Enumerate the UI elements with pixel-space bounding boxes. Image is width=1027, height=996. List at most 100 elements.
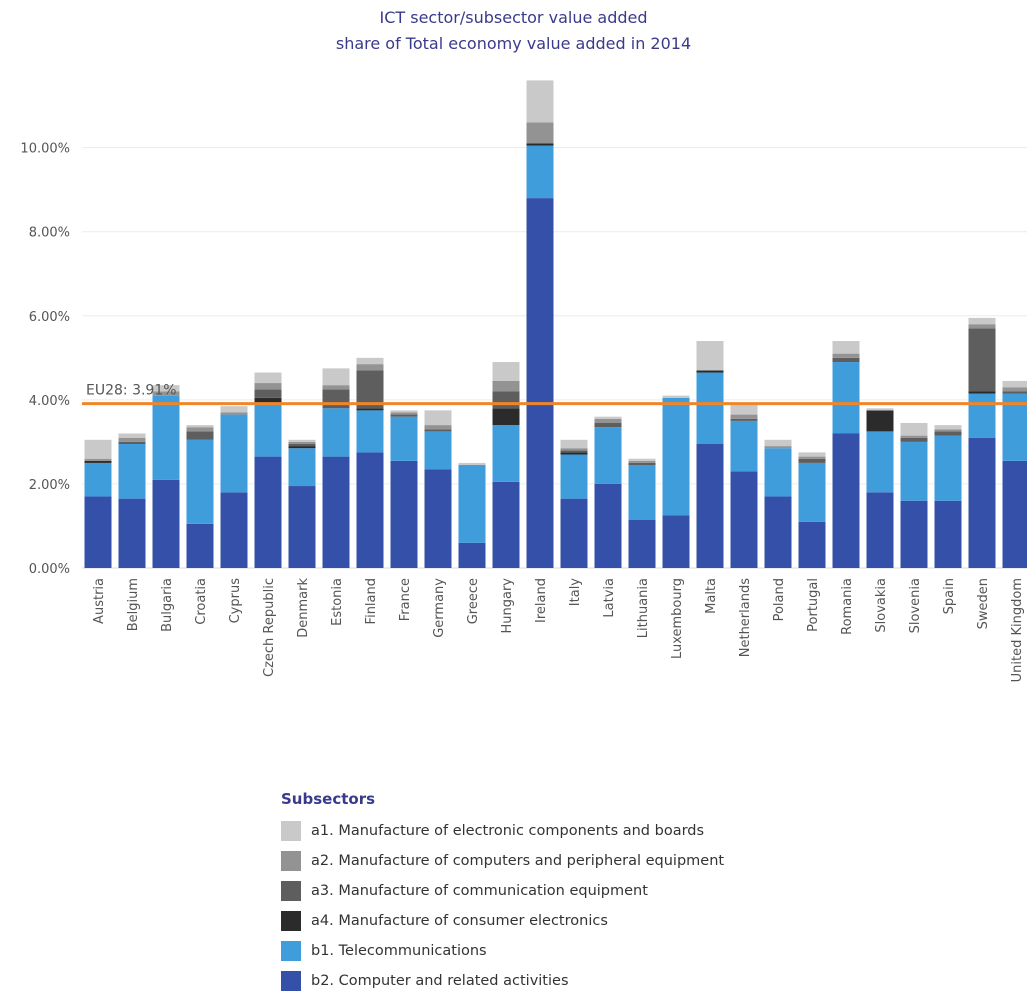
bar-segment	[527, 80, 554, 122]
bar-segment	[357, 408, 384, 410]
bar-segment	[221, 415, 248, 493]
bar-segment	[629, 463, 656, 465]
x-tick-label: Hungary	[500, 578, 515, 634]
x-tick-label: Czech Republic	[262, 578, 277, 677]
bar-segment	[323, 368, 350, 385]
bar-segment	[765, 446, 792, 448]
bar-segment	[187, 440, 214, 524]
bar-segment	[731, 415, 758, 419]
x-tick-label: Luxembourg	[670, 578, 685, 659]
x-tick-label: Spain	[942, 578, 957, 614]
bar-segment	[425, 431, 452, 469]
bar-segment	[119, 442, 146, 444]
bar-segment	[901, 442, 928, 501]
legend-swatch	[281, 881, 301, 901]
bar-segment	[85, 459, 112, 461]
bar-segment	[425, 425, 452, 429]
bar-segment	[935, 425, 962, 429]
bar-segment	[629, 465, 656, 520]
bar-segment	[867, 408, 894, 410]
bar-segment	[1003, 391, 1027, 393]
x-tick-label: Slovakia	[874, 578, 889, 633]
x-tick-label: Latvia	[602, 578, 617, 618]
bar-segment	[901, 436, 928, 438]
legend-label: a3. Manufacture of communication equipme…	[311, 883, 648, 899]
bar-segment	[153, 396, 180, 480]
bar-segment	[935, 429, 962, 431]
bar-segment	[663, 398, 690, 516]
bar-segment	[85, 461, 112, 463]
bar-segment	[697, 373, 724, 444]
legend-item: b1. Telecommunications	[281, 936, 724, 966]
legend-swatch	[281, 941, 301, 961]
bar-segment	[323, 408, 350, 456]
x-tick-label: Denmark	[296, 578, 311, 638]
x-tick-label: Belgium	[126, 578, 141, 631]
y-tick-label: 0.00%	[29, 562, 70, 577]
bar-segment	[357, 364, 384, 370]
legend-label: b1. Telecommunications	[311, 943, 487, 959]
bar-segment	[1003, 381, 1027, 387]
bar-segment	[391, 412, 418, 414]
bar-segment	[561, 450, 588, 452]
y-tick-label: 8.00%	[29, 226, 70, 241]
legend-label: a1. Manufacture of electronic components…	[311, 823, 704, 839]
bar-segment	[119, 444, 146, 499]
bar-segment	[595, 484, 622, 568]
x-tick-label: Germany	[432, 578, 447, 638]
x-tick-label: Finland	[364, 578, 379, 624]
bar-segment	[833, 341, 860, 354]
bar-segment	[561, 448, 588, 450]
bar-segment	[187, 524, 214, 568]
bar-segment	[697, 370, 724, 372]
bar-segment	[799, 463, 826, 522]
bar-segment	[187, 425, 214, 427]
bar-segment	[391, 410, 418, 412]
bar-segment	[323, 389, 350, 408]
y-tick-label: 6.00%	[29, 310, 70, 325]
bar-segment	[289, 446, 316, 448]
bar-segment	[527, 198, 554, 568]
legend-item: a1. Manufacture of electronic components…	[281, 816, 724, 846]
bar-segment	[391, 417, 418, 461]
bar-segment	[731, 471, 758, 568]
bar-segment	[731, 421, 758, 471]
bar-segment	[969, 324, 996, 328]
bar-segment	[493, 425, 520, 482]
legend-swatch	[281, 971, 301, 991]
bar-segment	[459, 543, 486, 568]
bar-segment	[255, 389, 282, 397]
legend-swatch	[281, 851, 301, 871]
x-tick-label: Croatia	[194, 578, 209, 625]
x-tick-label: Sweden	[976, 578, 991, 629]
bar-segment	[493, 482, 520, 568]
bar-segment	[527, 143, 554, 145]
bar-segment	[425, 429, 452, 431]
bar-segment	[731, 404, 758, 415]
bar-segment	[153, 480, 180, 568]
bar-segment	[765, 497, 792, 568]
bar-segment	[323, 385, 350, 389]
eu28-reference-label: EU28: 3.91%	[86, 383, 177, 399]
legend-label: a4. Manufacture of consumer electronics	[311, 913, 608, 929]
bar-segment	[799, 459, 826, 463]
legend-item: a2. Manufacture of computers and periphe…	[281, 846, 724, 876]
bar-segment	[833, 433, 860, 568]
bar-segment	[289, 442, 316, 444]
x-tick-label: Austria	[92, 578, 107, 624]
bar-segment	[289, 486, 316, 568]
x-tick-label: Estonia	[330, 578, 345, 626]
x-tick-label: Romania	[840, 578, 855, 635]
x-tick-label: United Kingdom	[1010, 578, 1025, 682]
bar-segment	[493, 391, 520, 408]
bar-segment	[1003, 387, 1027, 391]
bar-segment	[595, 417, 622, 419]
bar-segment	[765, 440, 792, 446]
bar-segment	[833, 362, 860, 433]
bar-segment	[85, 463, 112, 497]
bar-segment	[867, 431, 894, 492]
x-tick-label: Malta	[704, 578, 719, 614]
bar-segment	[357, 452, 384, 568]
bar-segment	[833, 354, 860, 358]
x-tick-label: Bulgaria	[160, 578, 175, 632]
